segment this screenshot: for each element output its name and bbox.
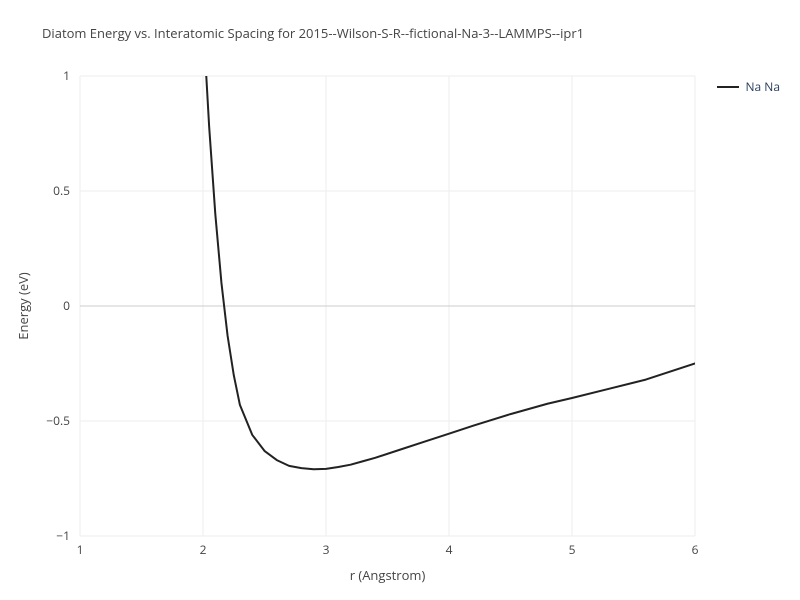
svg-text:1: 1 xyxy=(77,541,84,558)
svg-text:3: 3 xyxy=(323,541,330,558)
svg-text:0: 0 xyxy=(63,297,70,314)
svg-text:5: 5 xyxy=(569,541,576,558)
svg-text:1: 1 xyxy=(63,67,70,84)
svg-text:6: 6 xyxy=(692,541,699,558)
chart-svg: 1 2 3 4 5 6 −1 −0.5 0 0.5 1 r (Angstrom) Energy (… xyxy=(0,0,800,600)
y-axis-ticks: −1 −0.5 0 0.5 1 xyxy=(46,67,70,544)
svg-text:−0.5: −0.5 xyxy=(46,412,70,429)
svg-text:2: 2 xyxy=(200,541,207,558)
svg-text:−1: −1 xyxy=(56,527,70,544)
x-axis-label: r (Angstrom) xyxy=(350,566,426,584)
legend-item-label: Na Na xyxy=(745,78,780,95)
svg-text:0.5: 0.5 xyxy=(53,182,70,199)
legend-line-icon xyxy=(717,86,739,88)
svg-text:4: 4 xyxy=(446,541,453,558)
legend-item[interactable]: Na Na xyxy=(717,78,780,95)
x-axis-ticks: 1 2 3 4 5 6 xyxy=(77,541,699,558)
legend: Na Na xyxy=(717,78,780,95)
chart-container: Diatom Energy vs. Interatomic Spacing fo… xyxy=(0,0,800,600)
y-axis-label: Energy (eV) xyxy=(14,272,32,340)
